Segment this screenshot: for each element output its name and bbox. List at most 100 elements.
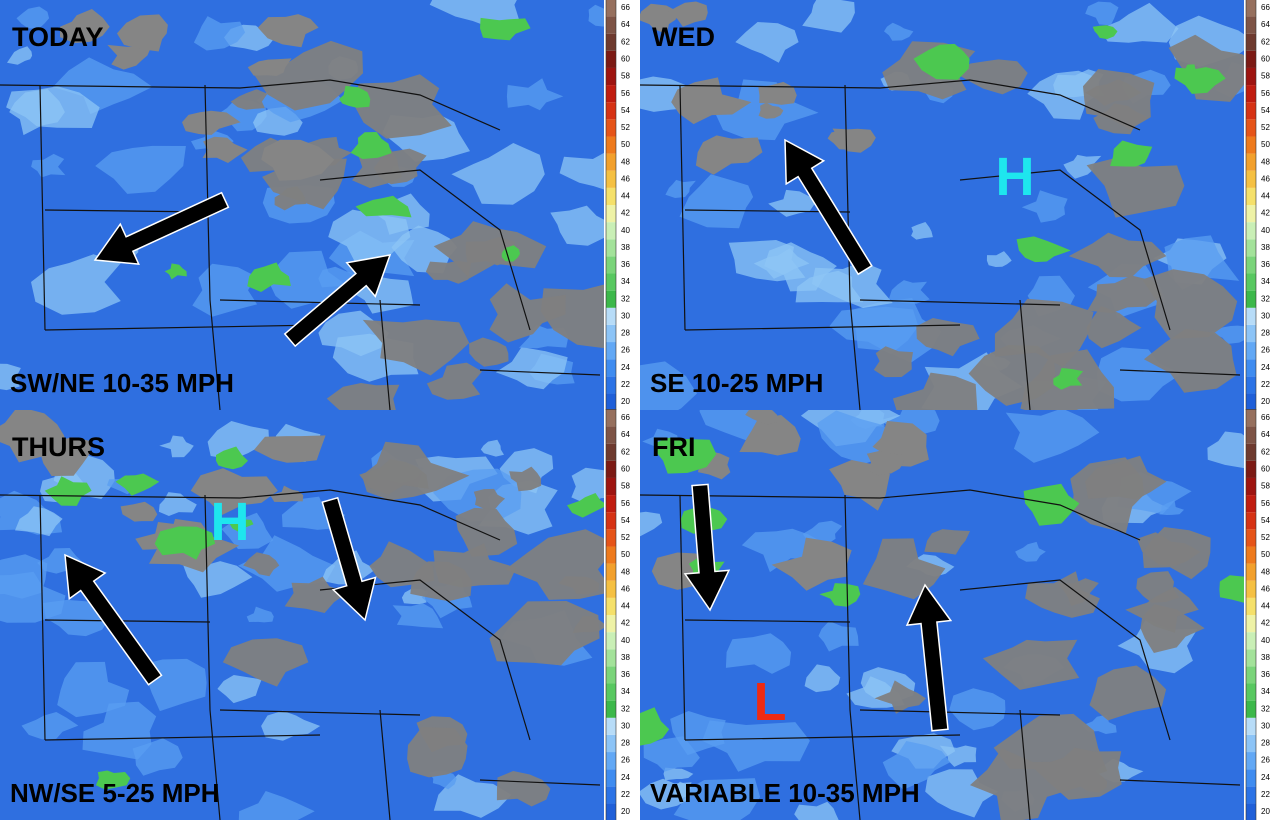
wind-green <box>247 262 291 292</box>
map-area: H THURS NW/SE 5-25 MPH <box>0 410 604 820</box>
land-gray <box>892 372 978 410</box>
colorbar-label: 60 <box>1261 465 1270 474</box>
land-gray <box>257 14 319 48</box>
colorbar-swatch <box>1246 324 1256 343</box>
colorbar-swatch <box>606 786 616 804</box>
colorbar-swatch <box>606 683 616 701</box>
land-gray <box>120 501 158 522</box>
land-gray <box>874 680 926 714</box>
wind-caption: SE 10-25 MPH <box>650 368 823 398</box>
wind-blob <box>768 189 815 217</box>
colorbar-label: 24 <box>621 363 630 372</box>
colorbar-label: 42 <box>621 619 630 628</box>
colorbar-swatch <box>1246 443 1256 461</box>
colorbar-swatch <box>1246 85 1256 103</box>
map-area: TODAY SW/NE 10-35 MPH <box>0 0 604 410</box>
wind-blob <box>911 222 933 240</box>
colorbar-swatch <box>1246 205 1256 223</box>
state-border <box>39 84 46 331</box>
state-border <box>479 779 601 786</box>
state-border <box>844 84 861 410</box>
land-gray <box>866 450 904 476</box>
land-gray <box>509 466 542 492</box>
wind-blob <box>795 270 864 303</box>
land-gray <box>873 346 913 378</box>
colorbar-swatch <box>1246 803 1256 820</box>
colorbar-label: 40 <box>1261 636 1270 645</box>
colorbar-label: 62 <box>621 37 630 46</box>
state-border <box>1119 779 1241 786</box>
colorbar-label: 34 <box>1261 687 1270 696</box>
land-gray <box>433 221 547 279</box>
colorbar-label: 20 <box>1261 807 1270 816</box>
state-border <box>379 299 391 410</box>
panel-title: WED <box>652 22 715 52</box>
colorbar-swatch <box>1246 187 1256 205</box>
colorbar-label: 36 <box>621 670 630 679</box>
land-gray <box>455 507 518 557</box>
colorbar-swatch <box>606 256 616 274</box>
colorbar-label: 28 <box>1261 739 1270 748</box>
colorbar-swatch <box>1246 409 1256 427</box>
colorbar-swatch <box>1246 119 1256 137</box>
wind-green <box>355 195 412 218</box>
land-gray <box>190 468 278 515</box>
wind-blob <box>57 661 130 718</box>
pressure-marker: L <box>754 672 787 732</box>
colorbar-swatch <box>606 307 616 325</box>
land-gray <box>243 552 280 577</box>
colorbar-swatch <box>606 342 616 360</box>
wind-blob <box>21 712 79 740</box>
land-gray <box>60 9 110 44</box>
state-border <box>219 709 421 716</box>
colorbar-swatch <box>606 324 616 343</box>
colorbar-swatch <box>606 153 616 171</box>
colorbar-swatch <box>1246 393 1256 411</box>
colorbar-swatch <box>606 273 616 291</box>
state-border <box>1019 299 1031 410</box>
wind-blob <box>43 599 110 637</box>
colorbar-swatch <box>606 649 616 667</box>
colorbar-swatch <box>1246 170 1256 188</box>
wind-green <box>1023 483 1080 526</box>
land-gray <box>1089 665 1167 721</box>
wind-blob <box>132 738 183 776</box>
land-gray <box>955 59 1028 95</box>
land-gray <box>832 128 876 153</box>
colorbar-swatch <box>606 615 616 633</box>
land-gray <box>489 601 600 666</box>
state-border <box>44 619 211 623</box>
colorbar-label: 24 <box>621 773 630 782</box>
wind-blob <box>451 143 545 205</box>
colorbar-label: 46 <box>621 584 630 593</box>
colorbar-label: 58 <box>1261 72 1270 81</box>
state-border <box>959 169 1171 331</box>
wind-blob <box>888 280 930 304</box>
land-gray <box>982 639 1080 690</box>
colorbar-label: 58 <box>621 72 630 81</box>
wind-blob <box>269 250 344 309</box>
wind-blob <box>217 675 262 704</box>
colorbar-label: 20 <box>621 807 630 816</box>
wind-blob <box>1015 541 1046 562</box>
wind-blob <box>640 778 692 810</box>
colorbar-swatch <box>1246 529 1256 547</box>
land-gray <box>254 435 326 463</box>
wind-blob <box>159 435 194 458</box>
land-gray <box>253 40 363 111</box>
colorbar-swatch <box>1246 222 1256 240</box>
land-gray <box>1143 328 1237 393</box>
colorbar-label: 28 <box>621 329 630 338</box>
state-border <box>844 494 861 820</box>
colorbar-label: 42 <box>1261 619 1270 628</box>
colorbar-label: 26 <box>1261 756 1270 765</box>
colorbar-swatch <box>1246 563 1256 581</box>
colorbar-swatch <box>1246 512 1256 530</box>
wind-blob <box>1100 2 1179 43</box>
colorbar-swatch <box>1246 786 1256 804</box>
colorbar-swatch <box>606 222 616 240</box>
wind-blob <box>802 0 855 33</box>
colorbar-swatch <box>606 529 616 547</box>
wind-green <box>154 526 216 560</box>
colorbar-label: 52 <box>621 533 630 542</box>
